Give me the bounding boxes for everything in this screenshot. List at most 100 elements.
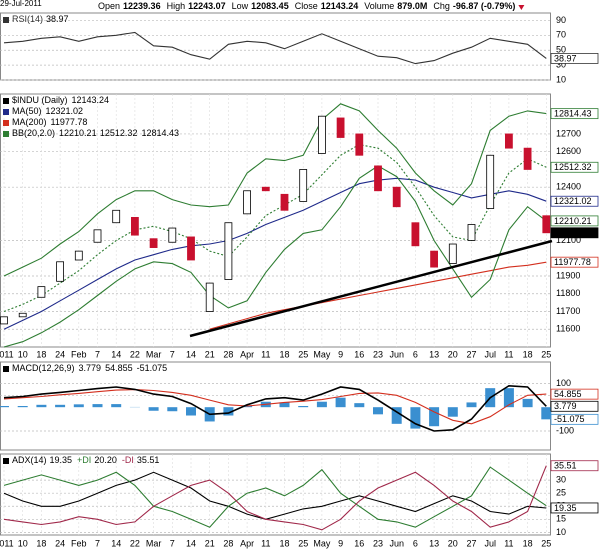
series-line bbox=[3, 31, 547, 65]
histogram-bar bbox=[354, 403, 365, 408]
x-tick-label: 18 bbox=[523, 349, 533, 359]
histogram-bar bbox=[55, 404, 66, 408]
legend-value: 12321.02 bbox=[46, 106, 84, 116]
legend-swatch bbox=[3, 458, 9, 464]
x-tick-label: 22 bbox=[130, 349, 140, 359]
candle bbox=[448, 243, 457, 264]
candle bbox=[74, 250, 83, 261]
x-tick-label: 7 bbox=[170, 349, 175, 359]
value-box-label: 19.35 bbox=[554, 503, 577, 513]
candle bbox=[504, 133, 513, 149]
x-tick-label: 16 bbox=[354, 538, 364, 548]
quote-label: High bbox=[167, 1, 186, 11]
histogram-bar bbox=[148, 407, 159, 411]
x-tick-label: Feb bbox=[71, 349, 87, 359]
quote-line: Open 12239.36 High 12243.07 Low 12083.45 Close… bbox=[98, 1, 515, 11]
x-tick-label: 7 bbox=[95, 538, 100, 548]
legend-swatch bbox=[3, 98, 9, 104]
histogram-bar bbox=[316, 401, 327, 408]
y-tick-label: -100 bbox=[556, 425, 574, 435]
x-tick-label: 27 bbox=[466, 349, 476, 359]
candle bbox=[224, 222, 233, 280]
quote-value: -96.87 (-0.79%) bbox=[453, 1, 516, 11]
legend-name: -DI bbox=[122, 455, 134, 465]
histogram-bar bbox=[242, 406, 253, 408]
candle bbox=[168, 227, 177, 243]
x-tick-label: 11 bbox=[504, 349, 513, 359]
value-box-label: 35.51 bbox=[554, 461, 577, 471]
x-tick-label: 10 bbox=[18, 349, 28, 359]
value-box-label: 12143.24 bbox=[554, 228, 592, 238]
candle bbox=[336, 117, 345, 138]
candle bbox=[411, 222, 420, 247]
value-box-label: 12321.02 bbox=[554, 196, 592, 206]
series-line bbox=[3, 471, 547, 520]
legend-swatch bbox=[3, 366, 9, 372]
value-box bbox=[550, 460, 599, 472]
value-box bbox=[550, 400, 599, 412]
x-tick-label: 28 bbox=[223, 349, 233, 359]
x-tick-label: Jun bbox=[389, 538, 404, 548]
histogram-bar bbox=[167, 407, 178, 412]
moving-average bbox=[3, 177, 547, 330]
x-tick-label: 14 bbox=[186, 349, 196, 359]
candle bbox=[18, 312, 27, 318]
histogram-bar bbox=[92, 404, 103, 408]
y-tick-label: 11700 bbox=[556, 306, 580, 316]
x-tick-label: 22 bbox=[130, 538, 140, 548]
value-box-label: 12512.32 bbox=[554, 162, 592, 172]
x-tick-label: 14 bbox=[111, 349, 121, 359]
value-box bbox=[550, 413, 599, 425]
candle bbox=[299, 169, 308, 202]
date: 29-Jul-2011 bbox=[0, 0, 42, 8]
y-tick-label: 70 bbox=[556, 30, 566, 40]
legend-value: 12814.43 bbox=[141, 128, 179, 138]
legend-value: 19.35 bbox=[50, 455, 73, 465]
y-tick-label: 25 bbox=[556, 488, 566, 498]
histogram-bar bbox=[410, 407, 421, 429]
candle bbox=[317, 115, 326, 154]
legend-name: MACD(12,26,9) bbox=[12, 363, 75, 373]
x-tick-label: Mar bbox=[146, 538, 162, 548]
value-box bbox=[550, 388, 599, 400]
x-tick-label: 21 bbox=[205, 349, 215, 359]
y-tick-label: 11900 bbox=[556, 270, 580, 280]
panel-frame bbox=[0, 12, 551, 81]
histogram-bar bbox=[298, 406, 309, 408]
legend-entry: MA(50) 12321.02 bbox=[12, 106, 83, 116]
x-tick-label: Jul bbox=[484, 538, 496, 548]
histogram-bar bbox=[541, 407, 552, 420]
y-tick-label: 100 bbox=[556, 378, 571, 388]
x-tick-label: Apr bbox=[240, 538, 254, 548]
value-box-label: 11977.78 bbox=[554, 257, 591, 267]
x-tick-label: 18 bbox=[523, 538, 533, 548]
histogram-bar bbox=[36, 404, 47, 408]
bollinger-middle bbox=[3, 144, 547, 313]
legend-value: 38.97 bbox=[46, 14, 69, 24]
x-tick-label: 14 bbox=[186, 538, 196, 548]
value-box bbox=[550, 227, 599, 239]
macd-line bbox=[3, 384, 547, 432]
series-line bbox=[3, 465, 547, 531]
x-tick-label: 27 bbox=[466, 538, 476, 548]
histogram-bar bbox=[373, 407, 383, 415]
bollinger-lower bbox=[3, 165, 547, 348]
y-tick-label: 10 bbox=[556, 74, 566, 84]
x-tick-label: 10 bbox=[18, 538, 28, 548]
x-tick-label: 24 bbox=[55, 538, 65, 548]
candle bbox=[486, 154, 495, 209]
x-tick-label: Jul bbox=[484, 349, 496, 359]
x-tick-label: Mar bbox=[146, 349, 162, 359]
value-box bbox=[550, 215, 599, 227]
value-box-label: 12210.21 bbox=[554, 216, 592, 226]
x-tick-label: 18 bbox=[36, 349, 46, 359]
candle bbox=[430, 250, 439, 268]
legend-name: +DI bbox=[77, 455, 91, 465]
candle bbox=[467, 224, 476, 241]
histogram-bar bbox=[0, 406, 9, 408]
candle bbox=[374, 165, 382, 192]
x-tick-label: 25 bbox=[298, 349, 308, 359]
legend-entry: MA(200) 11977.78 bbox=[12, 117, 87, 127]
candle bbox=[112, 209, 121, 224]
